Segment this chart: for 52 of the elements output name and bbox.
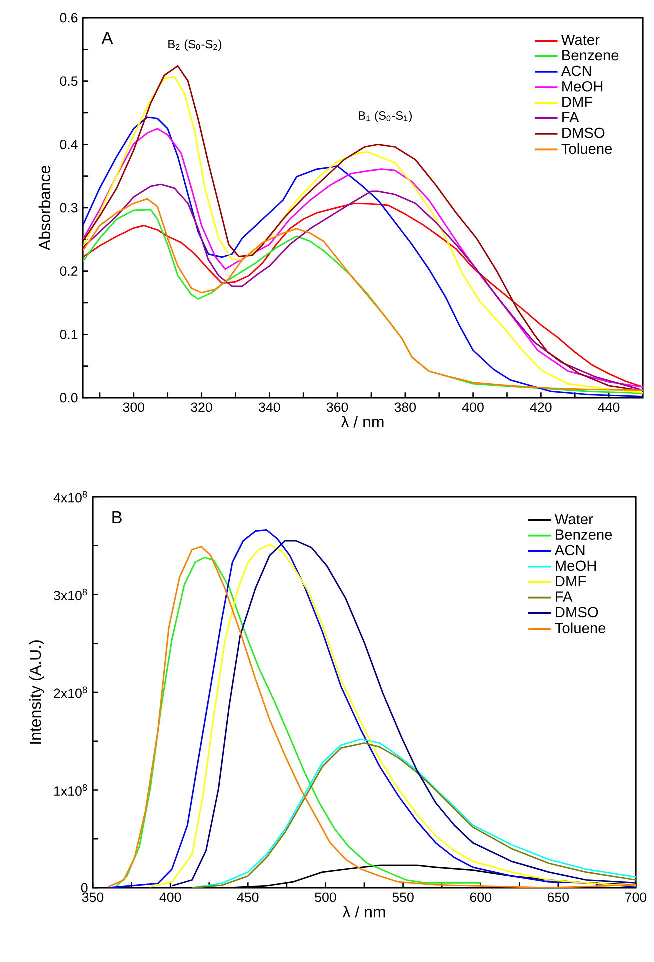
- legend-label: Water: [561, 35, 600, 46]
- x-tick-label: 450: [237, 892, 259, 902]
- x-tick-label: 350: [82, 892, 104, 902]
- y-axis-title: Intensity (A.U.): [29, 640, 44, 744]
- x-axis-title: λ / nm: [342, 906, 386, 918]
- legend-label: Benzene: [556, 530, 612, 540]
- x-tick-label: 360: [326, 402, 348, 412]
- x-tick-label: 420: [530, 402, 552, 412]
- y-tick-label: 0.2: [60, 266, 78, 276]
- y-tick-label: 0.0: [60, 393, 78, 403]
- legend-label: MeOH: [562, 81, 603, 92]
- x-tick-label: 300: [123, 402, 145, 412]
- legend-label: FA: [562, 112, 580, 123]
- x-tick-label: 600: [470, 892, 492, 902]
- x-tick-label: 700: [626, 892, 647, 902]
- annotation: B$_{2}$ (S$_{0}$-S$_{2}$): [168, 40, 222, 51]
- legend-label: DMSO: [562, 128, 605, 138]
- y-tick-label: 0.4: [60, 140, 78, 150]
- x-tick-label: 380: [394, 402, 416, 412]
- x-tick-label: 550: [392, 892, 414, 902]
- legend-label: FA: [556, 592, 573, 602]
- legend-label: Toluene: [555, 622, 606, 634]
- x-tick-label: 320: [191, 402, 212, 412]
- y-tick-label: 3x10$^{8}$: [54, 589, 88, 600]
- legend-label: DMSO: [556, 607, 598, 618]
- y-axis-title: Absorbance: [38, 166, 51, 251]
- x-tick-label: 500: [315, 892, 336, 902]
- legend-label: Toluene: [562, 143, 612, 154]
- y-tick-label: 0.3: [60, 203, 78, 213]
- y-tick-label: 0.1: [60, 330, 78, 340]
- legend-label: DMF: [562, 97, 593, 108]
- x-tick-label: 400: [462, 402, 484, 412]
- legend-label: MeOH: [556, 560, 596, 572]
- legend-label: Benzene: [562, 50, 619, 61]
- y-tick-label: 2x10$^{8}$: [54, 686, 88, 698]
- annotation: B: [112, 511, 122, 524]
- x-axis-title: λ / nm: [341, 416, 384, 428]
- y-tick-label: 0: [81, 883, 88, 893]
- legend-label: ACN: [554, 545, 585, 556]
- y-tick-label: 0.6: [60, 13, 78, 23]
- y-tick-label: 0.5: [60, 76, 78, 86]
- x-tick-label: 400: [160, 892, 182, 902]
- y-tick-label: 1x10$^{8}$: [54, 784, 88, 796]
- legend-label: DMF: [556, 576, 586, 586]
- annotation: B$_{1}$ (S$_{0}$-S$_{1}$): [359, 111, 412, 122]
- legend-label: Water: [554, 514, 594, 525]
- y-tick-label: 4x10$^{8}$: [54, 491, 88, 503]
- legend-label: ACN: [561, 66, 592, 76]
- x-tick-label: 650: [548, 892, 570, 902]
- annotation: A: [102, 32, 114, 44]
- x-tick-label: 340: [259, 402, 280, 412]
- x-tick-label: 440: [598, 402, 620, 412]
